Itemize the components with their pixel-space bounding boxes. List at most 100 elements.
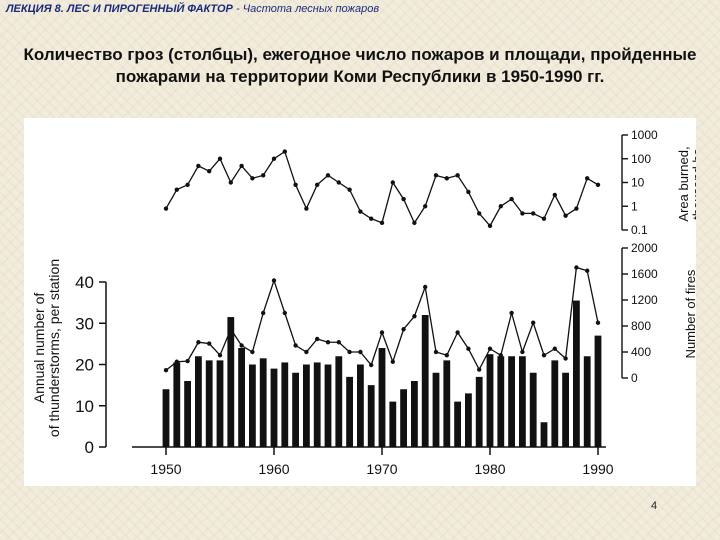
thunderstorm-bar xyxy=(443,360,451,447)
area-burned-point xyxy=(304,206,309,211)
chart-figure: 0.1 1 10 100 1000 Area burned, thousand ha 0 10 2… xyxy=(24,118,696,486)
fires-point xyxy=(390,359,395,364)
fires-point xyxy=(423,284,428,290)
area-tick-label: 1000 xyxy=(631,128,658,142)
fires-point xyxy=(315,336,320,342)
thunderstorm-bar xyxy=(162,389,170,447)
slide-title: Количество гроз (столбцы), ежегодное чис… xyxy=(23,45,697,86)
fires-point xyxy=(250,349,255,355)
thunderstorm-bar xyxy=(497,356,505,447)
thunderstorm-bar xyxy=(346,376,353,447)
fires-point xyxy=(369,362,374,368)
area-burned-point xyxy=(390,180,395,185)
area-burned-point xyxy=(250,176,255,181)
area-burned-point xyxy=(444,176,449,181)
area-burned-point xyxy=(207,168,212,174)
area-tick-label: 100 xyxy=(631,152,651,166)
fires-point xyxy=(239,343,244,348)
area-burned-point xyxy=(423,204,428,209)
thunderstorm-bar xyxy=(324,364,332,447)
area-burned-point xyxy=(163,206,169,211)
fires-point xyxy=(261,310,266,316)
fires-point xyxy=(401,327,406,332)
fires-point xyxy=(585,268,590,273)
thunderstorm-bar xyxy=(400,389,407,447)
fires-point xyxy=(163,368,169,373)
fires-point xyxy=(574,265,579,270)
fires-point xyxy=(217,353,223,358)
fires-point xyxy=(477,367,482,372)
thunderstorm-bar xyxy=(227,317,235,447)
area-burned-point xyxy=(585,176,590,181)
x-tick-label: 1980 xyxy=(474,461,505,477)
fires-tick-label: 2000 xyxy=(631,241,658,255)
area-burned-point xyxy=(336,180,341,185)
area-burned-point xyxy=(498,204,503,209)
area-burned-point xyxy=(401,196,406,202)
area-tick-label: 0.1 xyxy=(631,223,648,237)
thunder-axis-label-line2: of thunderstorms, per station xyxy=(46,259,62,437)
area-burned-point xyxy=(574,206,579,211)
slide-number: 4 xyxy=(651,500,658,512)
thunderstorm-bar xyxy=(540,422,548,447)
lecture-label: ЛЕКЦИЯ 8. ЛЕС И ПИРОГЕННЫЙ ФАКТОР xyxy=(6,3,233,15)
fires-point xyxy=(498,353,503,358)
thunderstorm-bar xyxy=(551,360,559,447)
area-burned-point xyxy=(315,182,320,188)
thunderstorm-bar xyxy=(454,401,461,447)
thunderstorm-bar xyxy=(411,381,418,447)
thunderstorm-bar xyxy=(367,385,375,447)
thunderstorm-bar xyxy=(357,364,364,447)
fires-point xyxy=(228,327,233,332)
thunderstorm-bar xyxy=(475,376,483,447)
fires-point xyxy=(412,314,417,319)
lecture-topic: Частота лесных пожаров xyxy=(242,3,380,15)
area-burned-point xyxy=(487,223,493,229)
thunderstorm-bar xyxy=(184,381,191,447)
area-burned-point xyxy=(369,216,374,221)
thunderstorm-bar xyxy=(238,348,245,447)
area-burned-point xyxy=(509,196,514,202)
area-burned-point xyxy=(293,182,298,188)
area-burned-point xyxy=(174,187,179,192)
fires-point xyxy=(271,278,277,283)
thunderstorm-bar xyxy=(281,362,289,447)
chart-svg: 0.1 1 10 100 1000 Area burned, thousand ha 0 10 2… xyxy=(31,128,696,477)
fires-point xyxy=(509,310,514,316)
fires-tick-label: 0 xyxy=(631,371,638,385)
thunderstorm-bar xyxy=(249,364,256,447)
x-tick-label: 1960 xyxy=(258,461,289,477)
area-burned-point xyxy=(261,173,266,178)
area-burned-point xyxy=(347,187,352,192)
fires-point xyxy=(379,330,385,335)
fires-point xyxy=(541,353,547,358)
fires-point xyxy=(347,349,352,355)
area-burned-point xyxy=(282,149,287,154)
fires-point xyxy=(563,356,568,361)
fires-point xyxy=(304,349,309,355)
x-tick-label: 1990 xyxy=(582,461,613,477)
fires-point xyxy=(196,340,201,345)
fires-point xyxy=(433,349,439,355)
fires-point xyxy=(174,359,179,364)
area-burned-point xyxy=(466,189,471,195)
fires-point xyxy=(595,320,601,325)
thunderstorm-bar xyxy=(205,360,213,447)
area-burned-point xyxy=(196,163,201,169)
fires-point xyxy=(358,349,363,355)
fires-point xyxy=(466,346,471,351)
thunderstorm-bar xyxy=(378,348,386,447)
fires-tick-label: 1600 xyxy=(631,267,658,281)
fires-tick-label: 400 xyxy=(631,345,651,359)
thunderstorm-bar xyxy=(313,362,321,447)
fires-point xyxy=(185,358,190,364)
thunder-tick-label: 10 xyxy=(75,397,94,416)
thunderstorm-bar xyxy=(270,368,278,447)
fires-point xyxy=(455,330,460,335)
x-tick-label: 1950 xyxy=(150,461,181,477)
area-axis-label-line1: Area burned, xyxy=(676,146,691,221)
area-burned-point xyxy=(595,182,601,188)
thunderstorm-bar xyxy=(292,372,299,447)
fires-point xyxy=(207,341,212,346)
thunderstorm-bar xyxy=(335,356,343,447)
